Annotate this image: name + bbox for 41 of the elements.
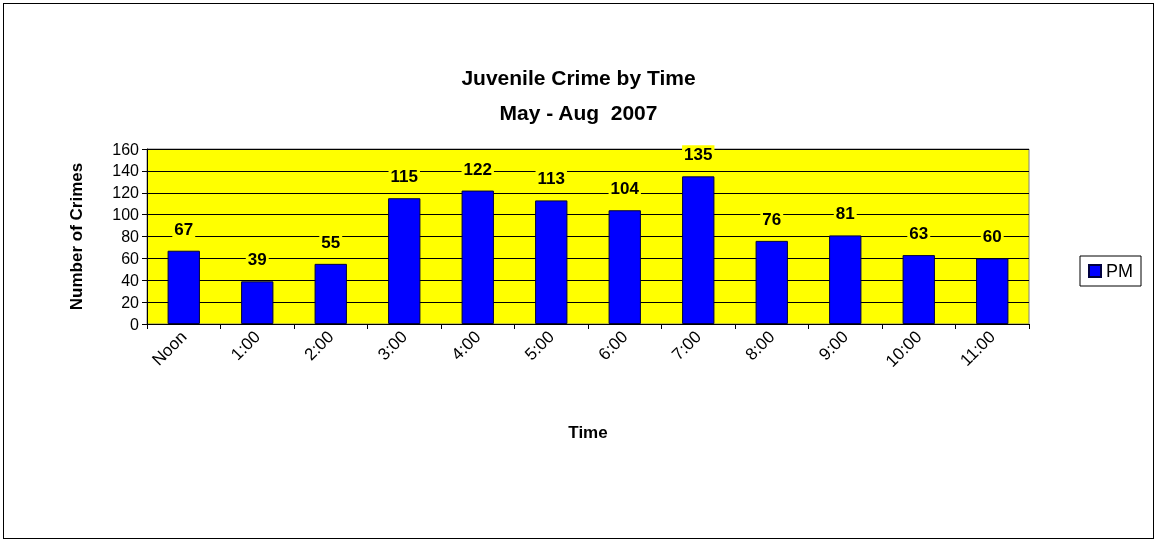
bar <box>902 255 935 324</box>
bar <box>167 250 200 324</box>
y-tick-label: 40 <box>121 271 140 289</box>
bar <box>388 198 421 324</box>
data-label: 63 <box>909 224 929 244</box>
y-tick-label: 120 <box>112 184 140 202</box>
bar <box>976 258 1009 324</box>
data-label: 113 <box>537 169 565 189</box>
data-label: 60 <box>982 227 1002 247</box>
data-label: 55 <box>321 232 341 252</box>
data-label: 115 <box>390 167 418 187</box>
bar <box>535 200 568 324</box>
legend-label: PM <box>1106 261 1133 281</box>
y-tick-label: 20 <box>121 293 140 311</box>
bar <box>829 235 862 324</box>
data-label: 122 <box>463 159 492 179</box>
bar <box>241 281 274 324</box>
x-tick-label: 6:00 <box>594 327 632 365</box>
bar <box>461 190 494 324</box>
data-label: 81 <box>835 204 855 224</box>
data-label: 135 <box>684 145 713 165</box>
data-label: 39 <box>247 250 267 270</box>
y-tick-label: 60 <box>121 249 140 267</box>
chart-subtitle: May - Aug 2007 <box>499 101 658 124</box>
x-tick-label: 7:00 <box>668 327 705 365</box>
y-tick-label: 100 <box>112 206 140 224</box>
x-tick-label: 4:00 <box>447 327 485 365</box>
bar <box>682 176 715 324</box>
data-label: 76 <box>762 209 782 229</box>
y-tick-label: 0 <box>130 315 140 333</box>
bar <box>608 210 641 324</box>
data-label: 104 <box>610 179 640 199</box>
y-tick-label: 140 <box>112 162 140 180</box>
y-axis-title: Number of Crimes <box>67 162 86 311</box>
y-tick-label: 80 <box>121 228 140 245</box>
x-axis-title: Time <box>568 423 608 442</box>
chart-title: Juvenile Crime by Time <box>461 66 696 89</box>
y-tick-label: 160 <box>112 140 140 158</box>
data-label: 67 <box>174 219 194 239</box>
bar <box>755 240 788 324</box>
bar <box>314 263 347 324</box>
